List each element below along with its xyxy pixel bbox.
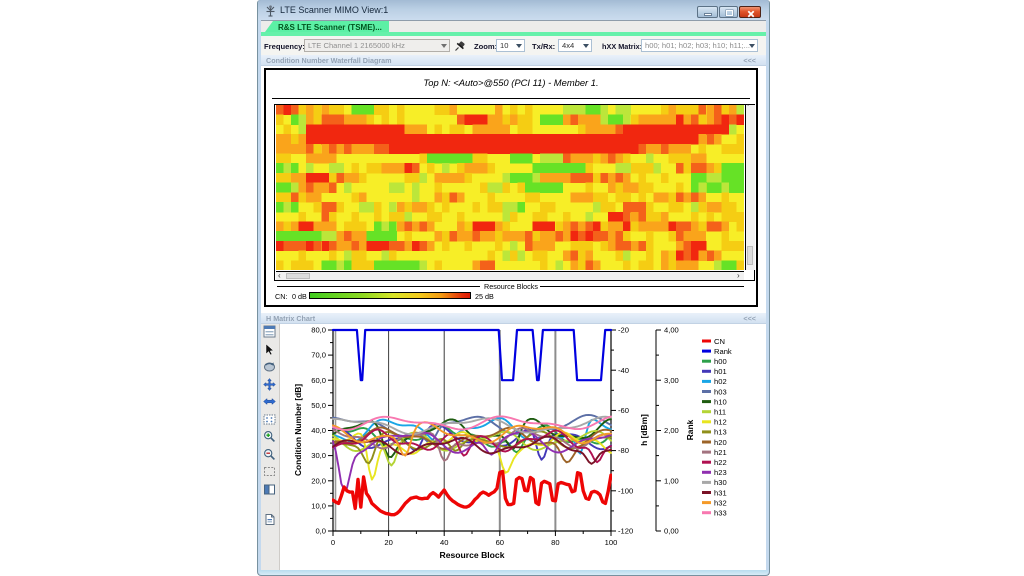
svg-text:Resource Block: Resource Block xyxy=(440,550,505,560)
svg-text:40,0: 40,0 xyxy=(311,426,326,435)
svg-text:2,00: 2,00 xyxy=(664,426,679,435)
svg-text:h20: h20 xyxy=(714,438,727,447)
svg-text:h01: h01 xyxy=(714,367,727,376)
svg-text:Rank: Rank xyxy=(685,419,695,440)
svg-text:h13: h13 xyxy=(714,428,727,437)
svg-text:50,0: 50,0 xyxy=(311,401,326,410)
svg-text:CN: CN xyxy=(714,337,725,346)
svg-text:h32: h32 xyxy=(714,498,727,507)
svg-text:100: 100 xyxy=(605,538,618,547)
svg-text:Condition Number [dB]: Condition Number [dB] xyxy=(293,384,303,476)
svg-text:0: 0 xyxy=(331,538,335,547)
svg-text:60: 60 xyxy=(496,538,504,547)
svg-text:h12: h12 xyxy=(714,418,727,427)
svg-text:h30: h30 xyxy=(714,478,727,487)
svg-text:-60: -60 xyxy=(618,406,629,415)
svg-text:Rank: Rank xyxy=(714,347,732,356)
svg-text:h11: h11 xyxy=(714,408,726,417)
svg-text:0,00: 0,00 xyxy=(664,527,679,536)
svg-text:-20: -20 xyxy=(618,326,629,335)
svg-text:h10: h10 xyxy=(714,397,727,406)
svg-text:-100: -100 xyxy=(618,486,633,495)
svg-text:h21: h21 xyxy=(714,448,727,457)
svg-text:-120: -120 xyxy=(618,527,633,536)
svg-text:3,00: 3,00 xyxy=(664,376,679,385)
svg-text:h03: h03 xyxy=(714,387,727,396)
svg-text:70,0: 70,0 xyxy=(311,351,326,360)
svg-text:80,0: 80,0 xyxy=(311,326,326,335)
svg-text:h23: h23 xyxy=(714,468,727,477)
svg-text:10,0: 10,0 xyxy=(311,502,326,511)
svg-text:h [dBm]: h [dBm] xyxy=(639,414,649,446)
svg-text:h31: h31 xyxy=(714,488,727,497)
svg-text:h33: h33 xyxy=(714,509,727,518)
svg-text:20: 20 xyxy=(384,538,392,547)
svg-text:0,0: 0,0 xyxy=(315,527,326,536)
svg-text:40: 40 xyxy=(440,538,448,547)
svg-text:80: 80 xyxy=(551,538,559,547)
svg-text:h02: h02 xyxy=(714,377,727,386)
svg-text:30,0: 30,0 xyxy=(311,451,326,460)
svg-text:1,00: 1,00 xyxy=(664,476,679,485)
svg-text:20,0: 20,0 xyxy=(311,476,326,485)
svg-text:4,00: 4,00 xyxy=(664,326,679,335)
svg-text:-80: -80 xyxy=(618,446,629,455)
svg-text:h00: h00 xyxy=(714,357,727,366)
svg-text:h22: h22 xyxy=(714,458,727,467)
svg-text:60,0: 60,0 xyxy=(311,376,326,385)
svg-text:-40: -40 xyxy=(618,366,629,375)
